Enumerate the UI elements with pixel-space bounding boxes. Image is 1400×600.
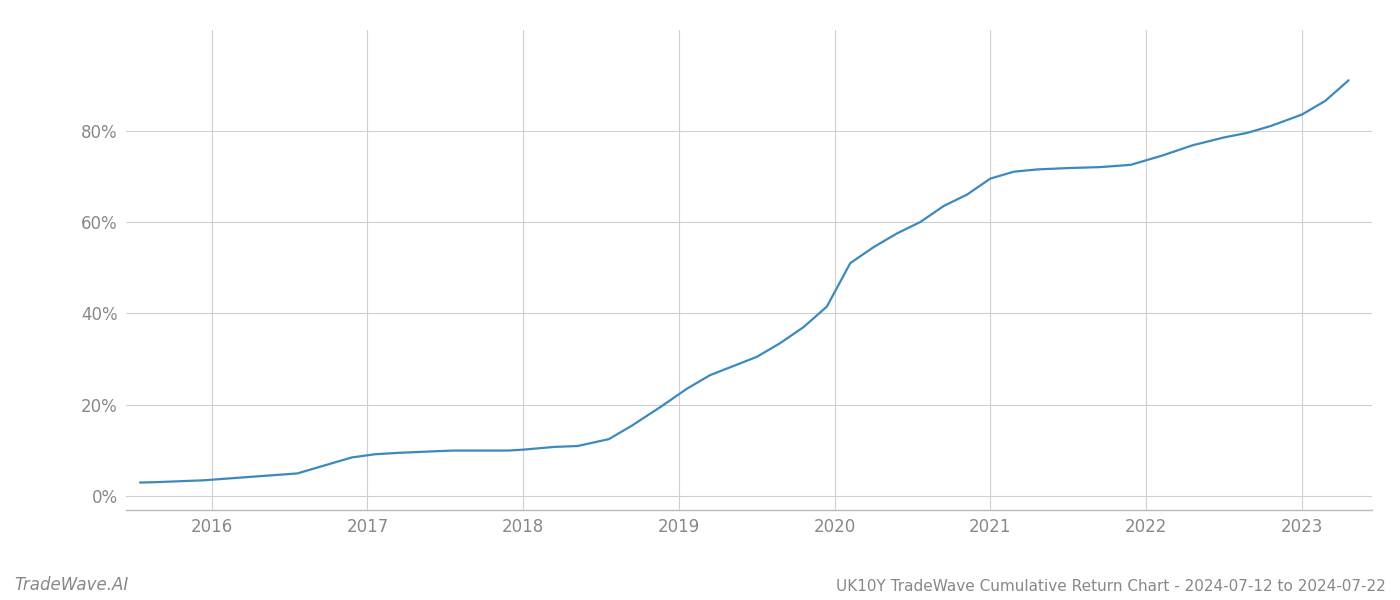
Text: UK10Y TradeWave Cumulative Return Chart - 2024-07-12 to 2024-07-22: UK10Y TradeWave Cumulative Return Chart … [836, 579, 1386, 594]
Text: TradeWave.AI: TradeWave.AI [14, 576, 129, 594]
